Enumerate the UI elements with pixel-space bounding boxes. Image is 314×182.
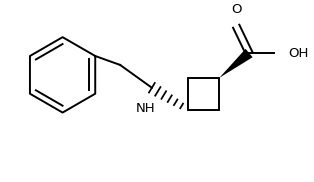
- Polygon shape: [219, 49, 252, 78]
- Text: NH: NH: [136, 102, 156, 115]
- Text: OH: OH: [288, 47, 308, 60]
- Text: O: O: [231, 3, 241, 16]
